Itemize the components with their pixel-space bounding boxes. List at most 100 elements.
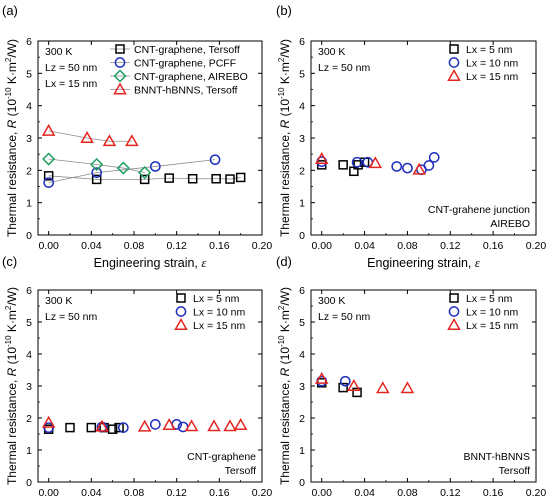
data-point bbox=[91, 167, 103, 178]
data-point bbox=[102, 134, 117, 147]
data-series bbox=[43, 171, 246, 185]
data-point bbox=[114, 422, 124, 433]
chart-panel-a: (a) 0.00 0.04 0.08 0.12 0.16 0.20 0 1 2 3 4 5 6 Engine… bbox=[2, 3, 272, 270]
x-tick-label: 0.12 bbox=[440, 487, 461, 499]
y-tick-label: 6 bbox=[26, 285, 32, 297]
x-tick-label: 0.20 bbox=[252, 487, 273, 499]
y-tick-label: 5 bbox=[26, 68, 32, 80]
annotation: Lz = 50 nm bbox=[318, 311, 370, 323]
data-point bbox=[352, 387, 362, 398]
data-point bbox=[184, 419, 199, 432]
series-line bbox=[48, 158, 145, 173]
legend-entry: CNT-graphene, Tersoff bbox=[134, 44, 240, 56]
annotation: Lz = 50 nm bbox=[45, 311, 97, 323]
legend-entry: Lx = 5 nm bbox=[466, 44, 513, 56]
legend-marker bbox=[115, 44, 125, 54]
data-point bbox=[400, 381, 415, 394]
x-tick-label: 0.08 bbox=[397, 240, 418, 252]
data-point bbox=[412, 162, 427, 175]
y-tick-label: 3 bbox=[299, 133, 305, 145]
y-tick-label: 1 bbox=[26, 198, 32, 210]
legend-entry: Lx = 10 nm bbox=[466, 58, 518, 70]
y-tick-label: 6 bbox=[299, 36, 305, 48]
legend-marker bbox=[447, 68, 461, 81]
y-tick-label: 5 bbox=[299, 68, 305, 80]
data-point bbox=[347, 378, 361, 391]
x-tick-label: 0.16 bbox=[483, 240, 504, 252]
y-tick-label: 0 bbox=[299, 477, 305, 489]
x-tick-label: 0.08 bbox=[397, 487, 418, 499]
legend-marker bbox=[113, 69, 127, 83]
data-series bbox=[314, 371, 415, 394]
x-tick-label: 0.20 bbox=[526, 487, 547, 499]
panel-corner-text: Tersoff bbox=[225, 465, 256, 477]
data-point bbox=[233, 418, 248, 430]
data-point bbox=[402, 162, 413, 174]
chart-panel-b: (b) 0.00 0.04 0.08 0.12 0.16 0.20 0 1 2 3 4 5 6 Engine… bbox=[276, 3, 546, 270]
annotation: Lx = 15 nm bbox=[45, 78, 97, 90]
panel-label: (c) bbox=[2, 254, 17, 269]
data-series bbox=[42, 152, 152, 180]
y-tick-label: 3 bbox=[299, 381, 305, 393]
x-axis-label: Engineering strain, ε bbox=[367, 256, 480, 270]
data-point bbox=[42, 152, 56, 166]
y-tick-label: 0 bbox=[26, 230, 32, 242]
y-tick-label: 6 bbox=[26, 36, 32, 48]
data-point bbox=[314, 151, 329, 164]
data-series bbox=[316, 375, 351, 387]
data-point bbox=[137, 419, 152, 432]
x-tick-label: 0.20 bbox=[526, 240, 547, 252]
y-tick-label: 2 bbox=[299, 165, 305, 177]
data-point bbox=[117, 422, 129, 433]
annotation: 300 K bbox=[45, 295, 72, 307]
data-series bbox=[43, 422, 124, 434]
legend-entry: Lx = 15 nm bbox=[466, 71, 518, 83]
x-tick-label: 0.04 bbox=[81, 240, 102, 252]
y-axis-label: Thermal resistance, R (10-10 K·m2/W) bbox=[277, 287, 292, 485]
y-tick-label: 3 bbox=[26, 381, 32, 393]
data-point bbox=[86, 422, 97, 433]
x-tick-label: 0.16 bbox=[209, 487, 230, 499]
legend-marker bbox=[176, 293, 186, 303]
series-line bbox=[48, 159, 216, 184]
y-tick-label: 0 bbox=[26, 477, 32, 489]
x-tick-label: 0.12 bbox=[166, 487, 187, 499]
data-point bbox=[149, 161, 161, 172]
data-point bbox=[164, 173, 174, 183]
data-point bbox=[95, 419, 109, 432]
legend-marker bbox=[174, 317, 188, 330]
legend-marker bbox=[449, 293, 459, 303]
data-point bbox=[314, 371, 329, 384]
panel-corner-text: BNNT-hBNNS bbox=[463, 451, 530, 463]
y-tick-label: 4 bbox=[299, 101, 305, 113]
x-tick-label: 0.04 bbox=[354, 487, 375, 499]
legend-entry: CNT-graphene, PCFF bbox=[134, 58, 236, 70]
data-point bbox=[91, 174, 102, 185]
data-point bbox=[338, 382, 348, 393]
y-tick-label: 5 bbox=[299, 317, 305, 329]
x-tick-label: 0.00 bbox=[311, 240, 332, 252]
x-tick-label: 0.20 bbox=[252, 240, 273, 252]
annotation: 300 K bbox=[318, 46, 345, 58]
annotation: 300 K bbox=[45, 46, 72, 58]
x-tick-label: 0.16 bbox=[483, 487, 504, 499]
annotation: Lz = 50 nm bbox=[45, 62, 97, 74]
data-point bbox=[211, 173, 221, 184]
x-tick-label: 0.08 bbox=[124, 487, 145, 499]
y-tick-label: 2 bbox=[299, 413, 305, 425]
x-tick-label: 0.04 bbox=[81, 487, 102, 499]
legend-entry: BNNT-hBNNS, Tersoff bbox=[134, 85, 238, 97]
x-tick-label: 0.08 bbox=[124, 240, 145, 252]
panel-corner-text: CNT-graphene bbox=[187, 451, 256, 463]
y-axis-label: Thermal resistance, R (10-10 K·m2/W) bbox=[4, 287, 19, 485]
data-point bbox=[187, 173, 198, 184]
y-tick-label: 5 bbox=[26, 317, 32, 329]
legend-marker bbox=[175, 306, 187, 317]
y-tick-label: 1 bbox=[26, 445, 32, 457]
data-point bbox=[207, 419, 221, 432]
data-point bbox=[225, 174, 235, 184]
panel-corner-text: AIREBO bbox=[490, 218, 530, 230]
legend-marker bbox=[447, 317, 461, 330]
y-axis-label: Thermal resistance, R (10-10 K·m2/W) bbox=[277, 39, 292, 237]
